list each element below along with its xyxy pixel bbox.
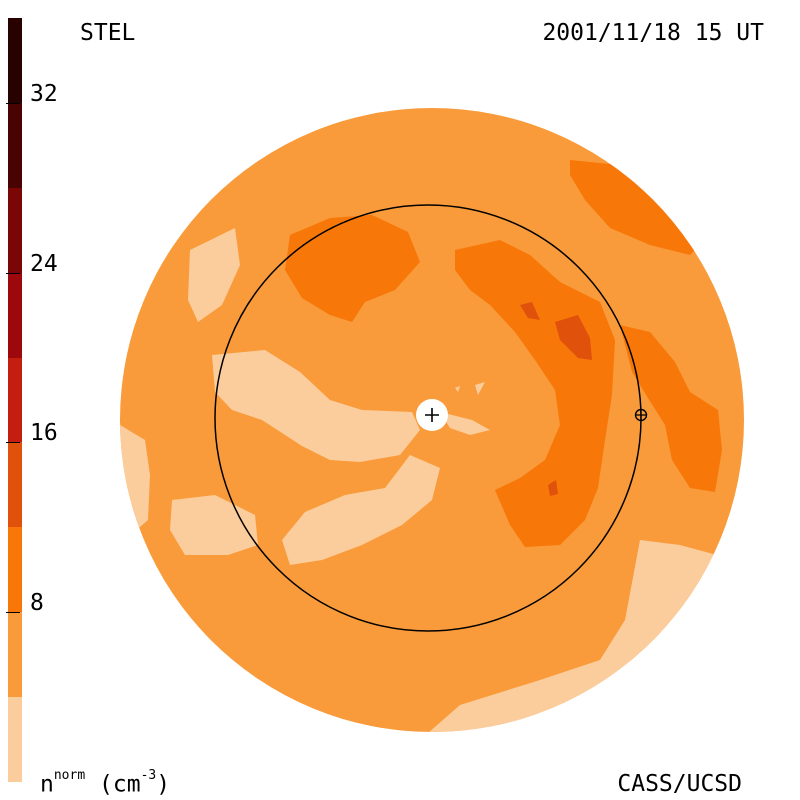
contour-mid (570, 160, 700, 255)
colorbar-level-0 (8, 697, 22, 782)
colorbar-tick-mark (6, 272, 20, 274)
credit-label: CASS/UCSD (617, 771, 742, 797)
colorbar-tick-label: 24 (30, 250, 58, 277)
colorbar (8, 18, 22, 782)
contour-low (475, 382, 485, 395)
colorbar-tick-label: 8 (30, 590, 44, 617)
colorbar-level-7 (8, 102, 22, 188)
contour-low (120, 425, 150, 540)
colorbar-tick-label: 16 (30, 420, 58, 447)
contour-mid (620, 325, 722, 492)
colorbar-level-1 (8, 612, 22, 698)
colorbar-level-2 (8, 527, 22, 613)
colorbar-unit-label: nnorm (cm-3) (40, 768, 171, 798)
contour-low (188, 228, 240, 322)
contour-low (440, 412, 490, 435)
sun-cross-icon (425, 408, 439, 422)
contour-low (212, 350, 420, 462)
contour-high (548, 480, 558, 496)
colorbar-level-6 (8, 187, 22, 273)
colorbar-tick-label: 32 (30, 80, 58, 107)
contour-mid (285, 215, 420, 322)
earth-cross (635, 409, 647, 421)
contour-low (282, 455, 440, 565)
timestamp-label: 2001/11/18 15 UT (542, 20, 764, 46)
colorbar-level-8 (8, 18, 22, 103)
contour-high (555, 315, 592, 360)
colorbar-level-5 (8, 272, 22, 358)
colorbar-level-4 (8, 357, 22, 443)
contour-high (520, 302, 540, 320)
colorbar-tick-mark (6, 612, 20, 614)
colorbar-tick-mark (6, 102, 20, 104)
contour-low (455, 386, 460, 392)
colorbar-level-3 (8, 442, 22, 528)
instrument-label: STEL (80, 20, 136, 46)
colorbar-tick-mark (6, 442, 20, 444)
